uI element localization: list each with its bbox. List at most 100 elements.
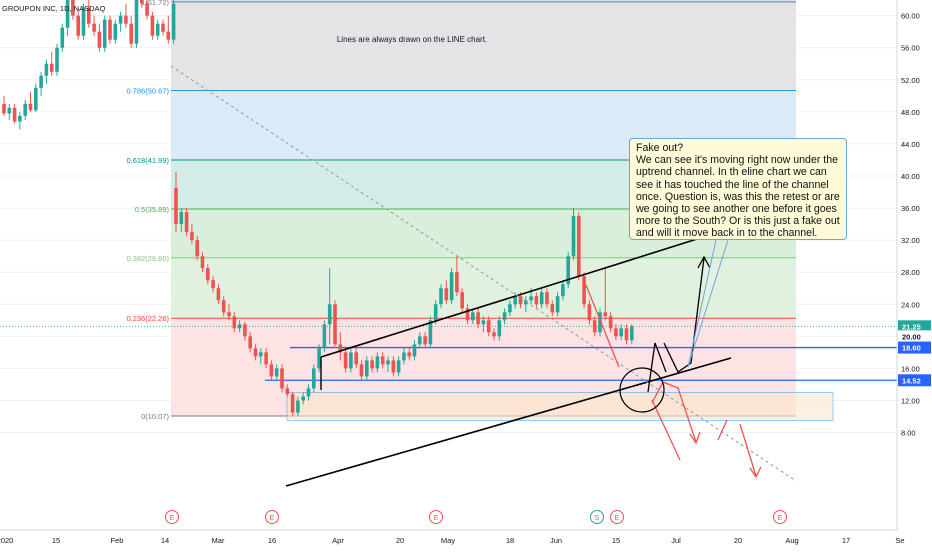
- price-tick-label: 52.00: [901, 76, 920, 85]
- fib-zone-above-overlay: [171, 0, 796, 2]
- earnings-marker[interactable]: [165, 510, 179, 524]
- price-tick-label: 8.00: [901, 429, 916, 438]
- time-tick-label: Feb: [111, 536, 124, 545]
- annotation-callout[interactable]: Fake out? We can see it's moving right n…: [629, 138, 847, 240]
- annotation-text: We can see it's moving right now under t…: [636, 154, 840, 240]
- time-tick-label: Se: [895, 536, 904, 545]
- time-axis[interactable]: [0, 530, 932, 550]
- earnings-marker[interactable]: [429, 510, 443, 524]
- candle-body: [190, 232, 194, 241]
- candle-body: [145, 3, 149, 16]
- fib-level-label: 0.618(41.99): [126, 156, 169, 165]
- candle-body: [322, 324, 327, 349]
- price-tick-label: 32.00: [901, 236, 920, 245]
- candle-body: [301, 396, 305, 401]
- candle-body: [412, 344, 417, 357]
- candle-body: [524, 300, 528, 305]
- event-marker-label: E: [170, 515, 175, 522]
- candle-body: [150, 15, 155, 36]
- candle-body: [386, 360, 390, 365]
- candle-body: [227, 312, 231, 317]
- candle-body: [418, 336, 422, 345]
- scenario-up-path: [647, 342, 667, 393]
- chart-note: Lines are always drawn on the LINE chart…: [337, 35, 487, 44]
- candle-body: [259, 352, 263, 357]
- candle-body: [171, 3, 176, 40]
- price-axis[interactable]: [897, 0, 932, 530]
- price-label-badge: [898, 374, 931, 387]
- candle-body: [561, 284, 565, 297]
- earnings-marker[interactable]: [265, 510, 279, 524]
- candle-body: [476, 312, 480, 325]
- candle-body: [269, 364, 274, 377]
- candle-body: [23, 103, 27, 116]
- candle-body: [87, 7, 91, 24]
- candle-body: [264, 352, 268, 365]
- candle-body: [534, 296, 539, 305]
- price-tick-label: 60.00: [901, 12, 920, 21]
- candle-body: [113, 23, 118, 40]
- candle-body: [280, 368, 284, 389]
- scenario-breakout-path: [663, 257, 705, 373]
- time-tick-label: Jul: [671, 536, 681, 545]
- candle-body: [2, 103, 6, 114]
- candle-body: [76, 15, 80, 36]
- price-label-badge: [898, 341, 931, 354]
- candle-body: [140, 0, 144, 4]
- candle-body: [550, 304, 555, 313]
- fib-level-label: 0.5(35.89): [135, 205, 170, 214]
- time-tick-label: 20: [734, 536, 742, 545]
- candle-body: [60, 27, 65, 48]
- candle-body: [55, 47, 59, 72]
- price-tick-label: 48.00: [901, 108, 920, 117]
- candle-body: [497, 320, 502, 337]
- price-label-text: 20.00: [902, 332, 921, 341]
- annotation-title: Fake out?: [636, 142, 684, 154]
- candle-body: [92, 23, 96, 32]
- candle-body: [587, 304, 592, 321]
- candle-body: [195, 240, 199, 257]
- candle-body: [71, 0, 75, 16]
- fib-level-label: 0.382(29.80): [126, 254, 169, 263]
- channel-upper-extension: [585, 238, 698, 275]
- time-tick-label: 16: [268, 536, 276, 545]
- candle-body: [471, 312, 475, 321]
- candle-body: [624, 328, 629, 341]
- channel-lower-line: [285, 357, 732, 487]
- candle-body: [481, 320, 486, 325]
- earnings-marker[interactable]: [610, 510, 624, 524]
- candle-body: [39, 75, 43, 88]
- fib-level-label: 0.236(22.26): [126, 314, 169, 323]
- candle-body: [619, 328, 623, 337]
- candle-body: [161, 23, 165, 32]
- candle-body: [571, 216, 576, 257]
- candle-body: [134, 0, 139, 44]
- earnings-marker[interactable]: [773, 510, 787, 524]
- candle-body: [391, 360, 396, 373]
- event-marker-label: S: [595, 515, 600, 522]
- focus-circle: [619, 367, 665, 413]
- candle-body: [129, 23, 133, 44]
- candle-body: [433, 304, 438, 321]
- candle-body: [253, 348, 258, 357]
- candle-body: [402, 352, 406, 361]
- candle-body: [179, 212, 184, 225]
- candle-body: [97, 31, 102, 48]
- event-marker-label: E: [434, 515, 439, 522]
- candle-body: [508, 304, 512, 313]
- candle-body: [423, 336, 427, 345]
- candle-body: [34, 87, 38, 111]
- candle-body: [237, 324, 242, 329]
- arrowhead-down-2: [749, 466, 762, 479]
- candle-body: [81, 7, 86, 36]
- fib-zone-overlay: [171, 1, 796, 91]
- candle-body: [598, 312, 602, 333]
- candle-body: [285, 388, 290, 395]
- symbol-header: GROUPON INC, 1D, NASDAQ: [2, 4, 106, 13]
- split-marker[interactable]: [590, 510, 604, 524]
- candle-body: [614, 328, 618, 337]
- candle-body: [7, 107, 12, 114]
